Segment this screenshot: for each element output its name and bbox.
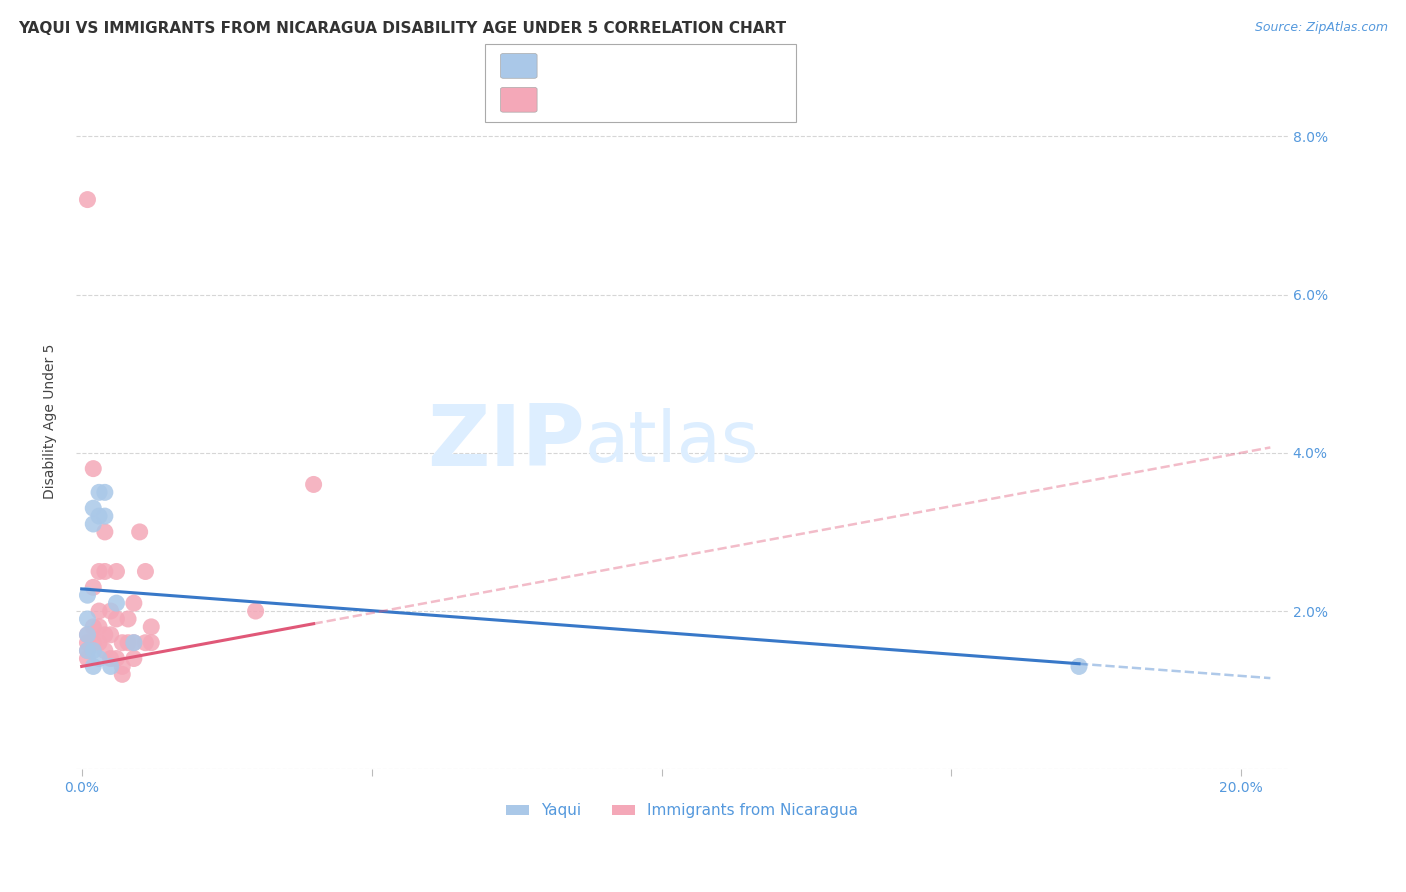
Point (76, 588, 98, 602)
Point (100, 628, 122, 642)
Point (87, 565, 110, 579)
Point (87, 636, 110, 650)
Point (76, 612, 98, 626)
Point (111, 667, 134, 681)
Point (111, 659, 134, 673)
Point (94, 485, 117, 500)
Point (134, 565, 156, 579)
Point (122, 636, 145, 650)
Point (122, 651, 145, 665)
Point (87, 620, 110, 634)
Point (87, 651, 110, 665)
Point (94, 628, 117, 642)
Text: R =: R = (546, 57, 585, 75)
Point (94, 524, 117, 539)
Text: 38: 38 (686, 91, 711, 109)
Point (302, 477, 325, 491)
Point (100, 651, 122, 665)
Point (76, 651, 98, 665)
Point (94, 643, 117, 657)
Point (76, 643, 98, 657)
Point (87, 485, 110, 500)
Point (94, 565, 117, 579)
Text: N =: N = (651, 91, 690, 109)
Point (141, 636, 163, 650)
Point (82, 636, 104, 650)
Point (82, 501, 104, 516)
Point (128, 524, 150, 539)
Text: -0.131: -0.131 (585, 57, 650, 75)
Point (122, 636, 145, 650)
Point (111, 636, 134, 650)
Point (105, 651, 128, 665)
Point (87, 509, 110, 524)
Text: R =: R = (546, 91, 585, 109)
Point (1067, 659, 1090, 673)
Point (87, 604, 110, 618)
Point (134, 636, 156, 650)
Text: YAQUI VS IMMIGRANTS FROM NICARAGUA DISABILITY AGE UNDER 5 CORRELATION CHART: YAQUI VS IMMIGRANTS FROM NICARAGUA DISAB… (18, 21, 786, 36)
Point (76, 636, 98, 650)
Text: atlas: atlas (585, 408, 759, 476)
Text: ZIP: ZIP (427, 401, 585, 483)
Legend: Yaqui, Immigrants from Nicaragua: Yaqui, Immigrants from Nicaragua (499, 797, 863, 824)
Text: Source: ZipAtlas.com: Source: ZipAtlas.com (1254, 21, 1388, 34)
Point (94, 509, 117, 524)
Text: 17: 17 (686, 57, 711, 75)
Point (117, 612, 139, 626)
Point (82, 461, 104, 475)
Point (82, 620, 104, 634)
Y-axis label: Disability Age Under 5: Disability Age Under 5 (44, 343, 58, 499)
Point (76, 643, 98, 657)
Point (82, 643, 104, 657)
Point (105, 596, 128, 610)
Text: 0.189: 0.189 (585, 91, 643, 109)
Point (82, 659, 104, 673)
Point (117, 636, 139, 650)
Text: N =: N = (651, 57, 690, 75)
Point (76, 628, 98, 642)
Point (100, 659, 122, 673)
Point (105, 565, 128, 579)
Point (82, 516, 104, 531)
Point (82, 580, 104, 594)
Point (100, 604, 122, 618)
Point (105, 612, 128, 626)
Point (76, 193, 98, 207)
Point (245, 604, 267, 618)
Point (76, 628, 98, 642)
Point (141, 620, 163, 634)
Point (122, 596, 145, 610)
